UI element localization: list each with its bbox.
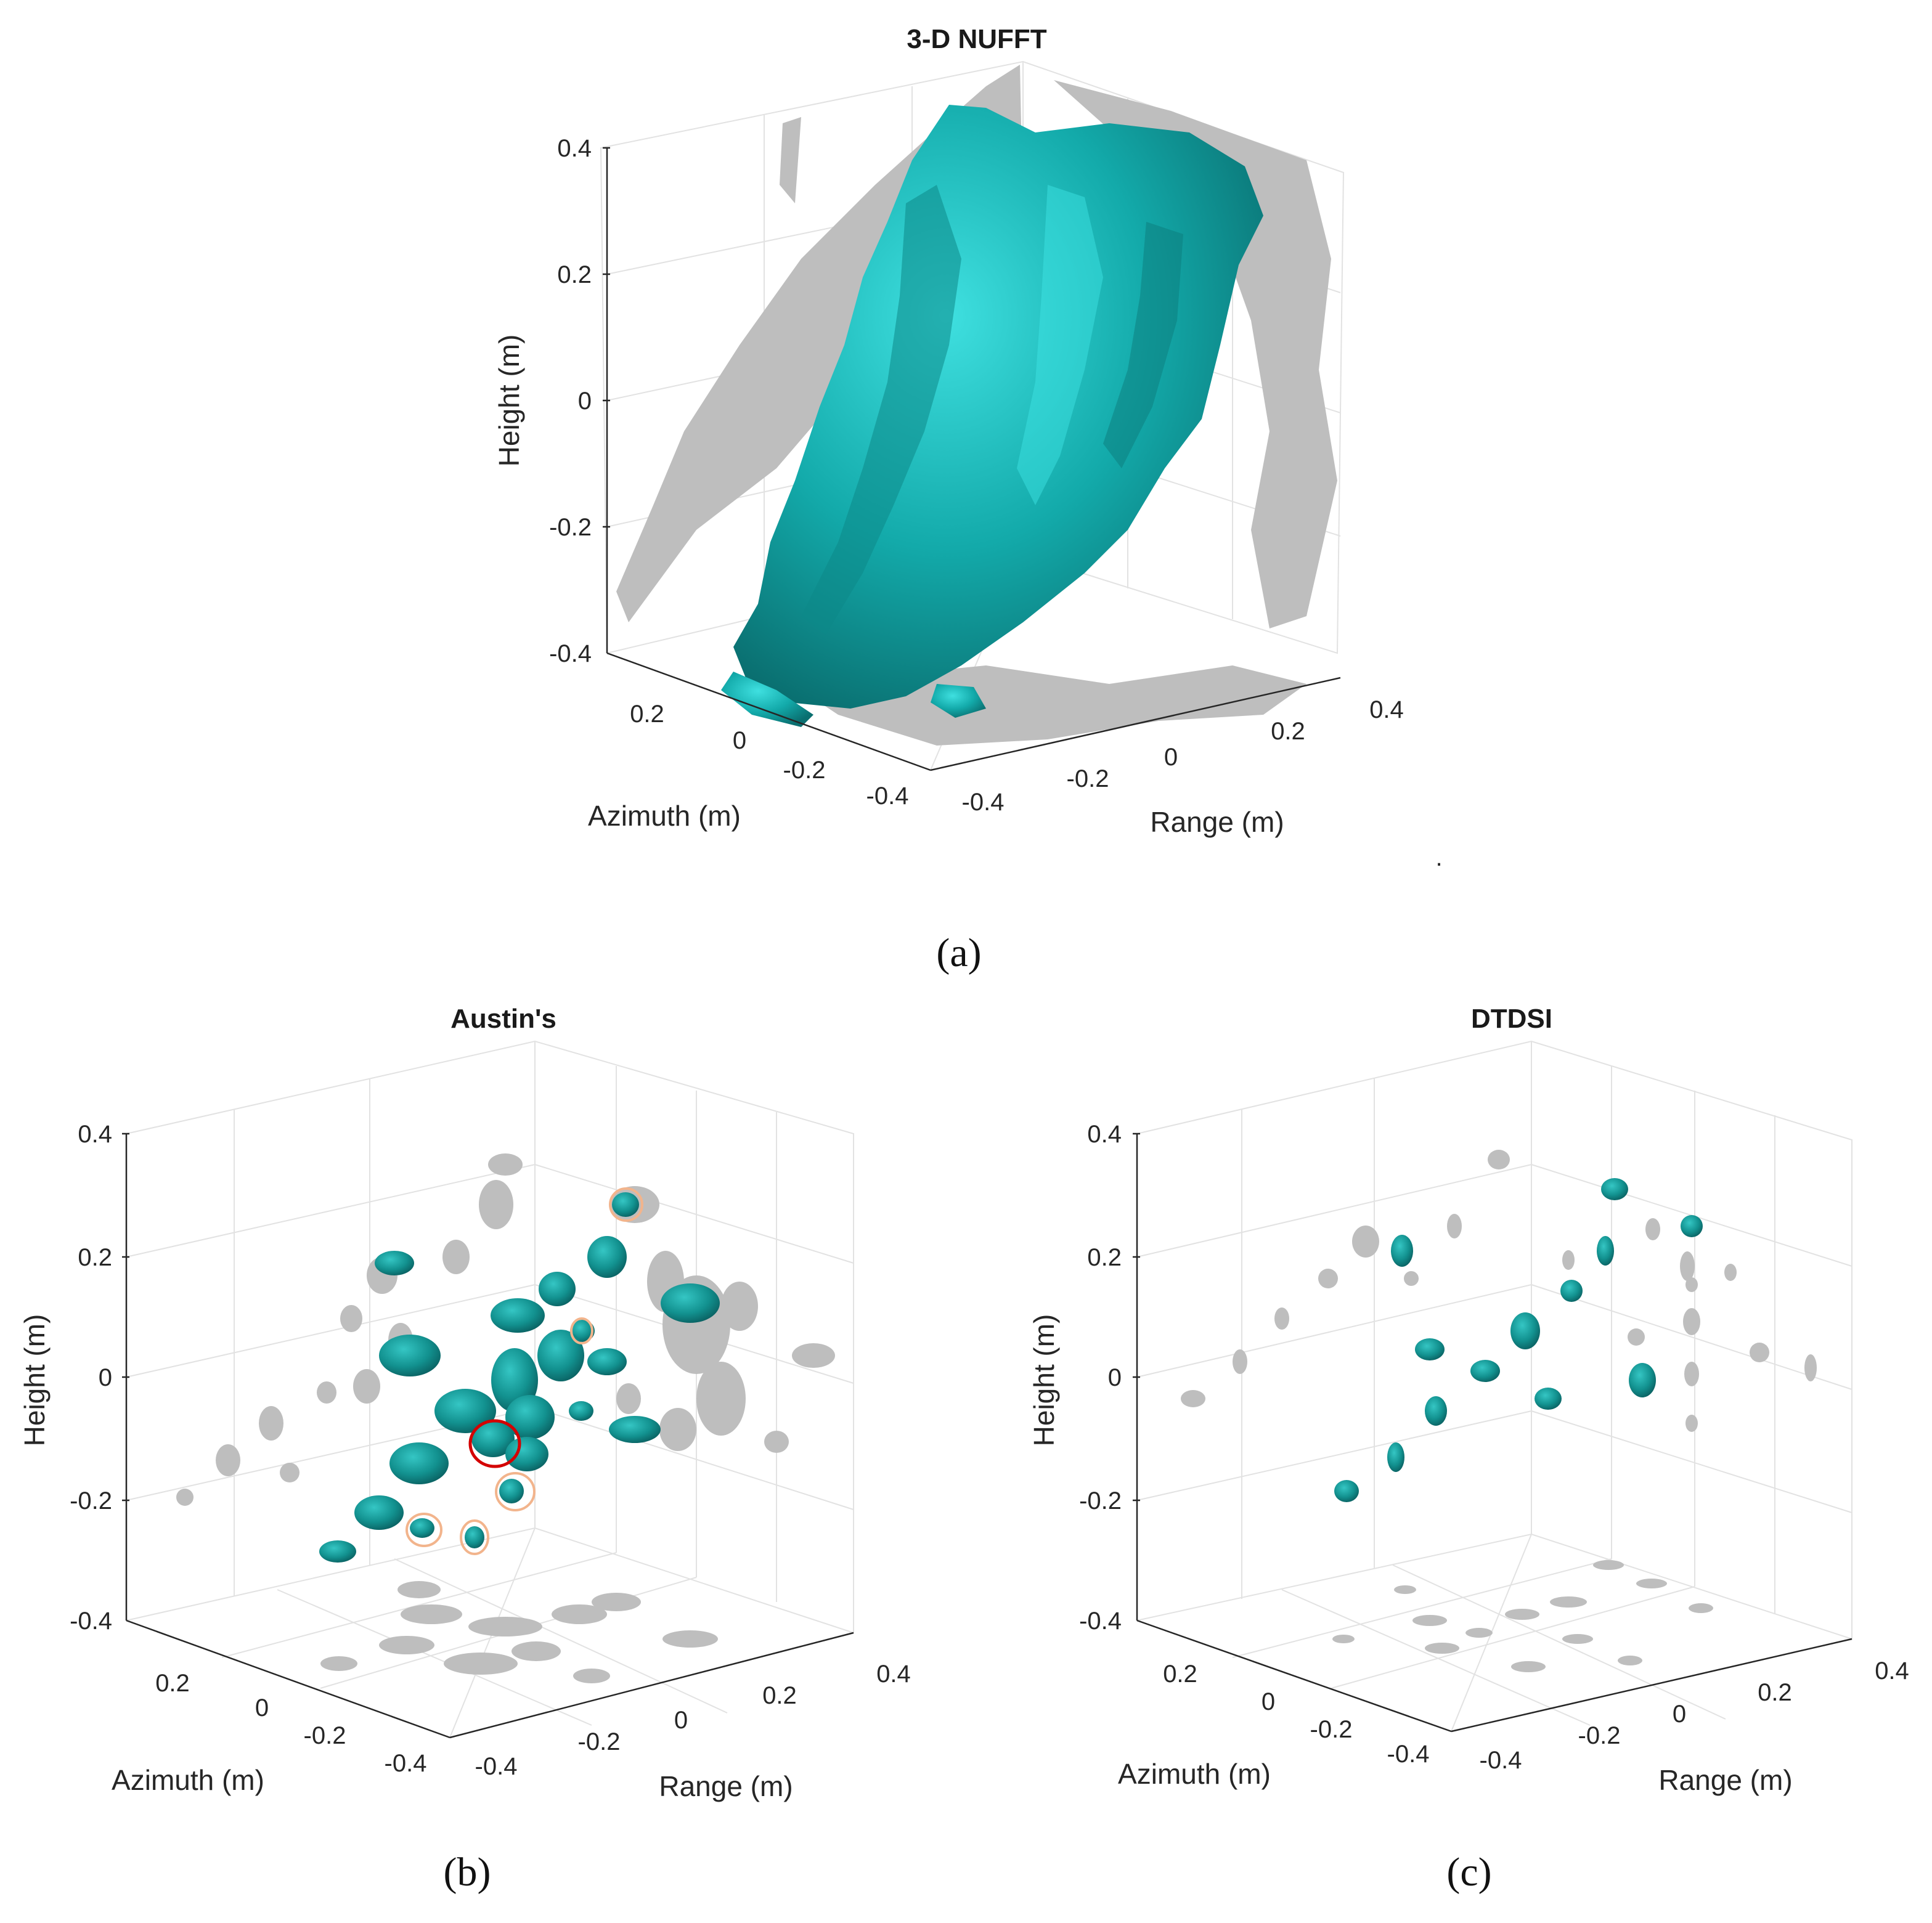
x-tick-label: -0.2 bbox=[1310, 1716, 1353, 1743]
z-tick-label: 0 bbox=[1108, 1364, 1122, 1391]
panel-b-frame bbox=[122, 1132, 854, 1739]
stray-mark: . bbox=[1435, 844, 1442, 871]
y-tick-label: 0 bbox=[1164, 744, 1178, 771]
x-tick-label: -0.4 bbox=[1387, 1741, 1430, 1768]
x-tick-label: -0.4 bbox=[385, 1750, 427, 1777]
z-tick-label: 0 bbox=[99, 1364, 112, 1391]
marker-circle bbox=[406, 1513, 442, 1547]
y-tick-label: 0.4 bbox=[876, 1661, 911, 1688]
z-tick-label: -0.4 bbox=[1079, 1608, 1122, 1635]
x-tick-label: 0 bbox=[255, 1694, 269, 1722]
panel-c-label: (c) bbox=[1446, 1850, 1491, 1895]
panel-c-title: DTDSI bbox=[1471, 1004, 1552, 1034]
panel-a-xlabel: Azimuth (m) bbox=[588, 800, 741, 832]
panel-a-z-ticks: 0.4 0.2 0 -0.2 -0.4 bbox=[549, 135, 592, 667]
panel-a-3d-nufft bbox=[600, 60, 1345, 771]
panel-b-z-ticks: 0.4 0.2 0 -0.2 -0.4 bbox=[70, 1121, 112, 1635]
panel-c-xlabel: Azimuth (m) bbox=[1118, 1758, 1271, 1790]
panel-b-x-ticks: 0.2 0 -0.2 -0.4 bbox=[155, 1670, 426, 1777]
z-tick-label: 0.4 bbox=[1087, 1121, 1122, 1148]
z-tick-label: -0.2 bbox=[549, 514, 592, 541]
panel-b-annotation-circles bbox=[406, 1187, 643, 1555]
panel-a-ylabel: Range (m) bbox=[1150, 806, 1284, 838]
highlight-circle bbox=[468, 1419, 521, 1468]
panel-a-y-ticks: -0.4 -0.2 0 0.2 0.4 bbox=[962, 696, 1404, 816]
y-tick-label: 0.4 bbox=[1369, 696, 1404, 723]
panel-b-isosurface bbox=[319, 1192, 720, 1563]
marker-circle bbox=[495, 1472, 536, 1511]
z-tick-label: 0 bbox=[578, 388, 592, 415]
x-tick-label: 0.2 bbox=[155, 1670, 190, 1697]
y-tick-label: -0.4 bbox=[1480, 1747, 1522, 1774]
panel-c-ylabel: Range (m) bbox=[1658, 1764, 1792, 1796]
x-tick-label: -0.4 bbox=[866, 783, 909, 810]
panel-a-label: (a) bbox=[936, 930, 981, 975]
panel-c-zlabel: Height (m) bbox=[1028, 1314, 1060, 1447]
panel-b-y-ticks: -0.4 -0.2 0 0.2 0.4 bbox=[475, 1661, 911, 1780]
y-tick-label: 0 bbox=[674, 1707, 688, 1734]
panel-b-austins bbox=[122, 1040, 854, 1739]
panel-c-y-ticks: -0.4 -0.2 0 0.2 0.4 bbox=[1480, 1657, 1909, 1774]
marker-circle bbox=[609, 1187, 643, 1222]
z-tick-label: -0.4 bbox=[549, 640, 592, 667]
panel-a-frame bbox=[603, 147, 1341, 771]
x-tick-label: 0.2 bbox=[630, 701, 664, 728]
marker-circle bbox=[570, 1317, 593, 1344]
y-tick-label: -0.2 bbox=[578, 1728, 621, 1755]
panel-b-zlabel: Height (m) bbox=[18, 1314, 51, 1447]
y-tick-label: -0.4 bbox=[962, 789, 1005, 816]
panel-a-x-ticks: 0.2 0 -0.2 -0.4 bbox=[630, 701, 908, 810]
y-tick-label: -0.4 bbox=[475, 1753, 518, 1780]
panel-b-xlabel: Azimuth (m) bbox=[112, 1764, 264, 1796]
z-tick-label: 0.4 bbox=[557, 135, 592, 162]
panel-c-x-ticks: 0.2 0 -0.2 -0.4 bbox=[1163, 1661, 1429, 1768]
y-tick-label: 0 bbox=[1673, 1701, 1686, 1728]
panel-a-title: 3-D NUFFT bbox=[907, 24, 1046, 54]
z-tick-label: -0.2 bbox=[1079, 1487, 1122, 1514]
y-tick-label: 0.2 bbox=[1271, 718, 1305, 745]
y-tick-label: 0.2 bbox=[762, 1682, 797, 1709]
panel-c-grid bbox=[1136, 1040, 1853, 1732]
z-tick-label: 0.2 bbox=[78, 1244, 112, 1271]
panel-c-dtdsi bbox=[1133, 1040, 1853, 1733]
y-tick-label: 0.4 bbox=[1875, 1657, 1909, 1685]
panel-c-isosurface bbox=[1334, 1178, 1703, 1502]
panel-c-frame bbox=[1133, 1132, 1853, 1733]
y-tick-label: -0.2 bbox=[1578, 1722, 1621, 1749]
z-tick-label: 0.4 bbox=[78, 1121, 112, 1148]
panel-a-zlabel: Height (m) bbox=[493, 335, 525, 467]
z-tick-label: 0.2 bbox=[1087, 1244, 1122, 1271]
z-tick-label: 0.2 bbox=[557, 261, 592, 288]
panel-b-ylabel: Range (m) bbox=[659, 1770, 793, 1802]
panel-a-isosurface bbox=[721, 105, 1263, 727]
z-tick-label: -0.4 bbox=[70, 1608, 112, 1635]
z-tick-label: -0.2 bbox=[70, 1487, 112, 1514]
panel-c-z-ticks: 0.4 0.2 0 -0.2 -0.4 bbox=[1079, 1121, 1122, 1635]
panel-b-title: Austin's bbox=[450, 1004, 556, 1034]
x-tick-label: 0 bbox=[733, 727, 746, 754]
marker-circle bbox=[460, 1519, 489, 1555]
y-tick-label: 0.2 bbox=[1758, 1679, 1792, 1706]
y-tick-label: -0.2 bbox=[1067, 765, 1109, 792]
panel-b-label: (b) bbox=[444, 1850, 491, 1895]
x-tick-label: -0.2 bbox=[304, 1722, 346, 1749]
x-tick-label: -0.2 bbox=[783, 757, 826, 784]
x-tick-label: 0.2 bbox=[1163, 1661, 1197, 1688]
panel-c-projections bbox=[1181, 1150, 1817, 1672]
x-tick-label: 0 bbox=[1262, 1688, 1275, 1715]
